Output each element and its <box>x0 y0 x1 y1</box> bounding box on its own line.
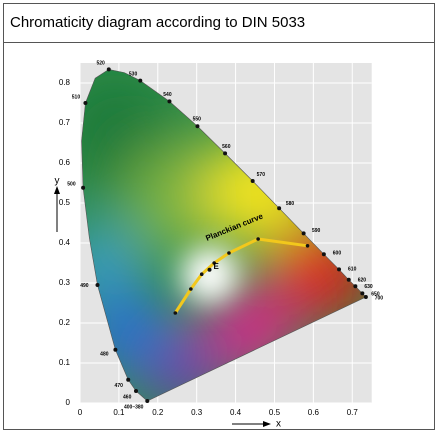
wavelength-label: 490 <box>80 283 89 289</box>
wavelength-label: 540 <box>163 92 172 98</box>
x-tick-label: 0.6 <box>308 408 320 417</box>
locus-point <box>363 295 368 299</box>
x-tick-label: 0.4 <box>230 408 242 417</box>
planckian-point <box>189 287 193 291</box>
y-tick-label: 0.6 <box>59 158 71 167</box>
locus-point <box>113 347 118 352</box>
x-axis-arrowhead <box>263 421 271 427</box>
y-axis-label: y <box>55 176 60 187</box>
planckian-point <box>212 261 216 265</box>
locus-point <box>95 283 100 287</box>
wavelength-label: 520 <box>96 60 105 66</box>
locus-point <box>126 377 131 382</box>
planckian-point <box>227 251 231 255</box>
locus-point <box>134 389 139 393</box>
wavelength-label: 480 <box>100 352 109 358</box>
white-point <box>207 267 212 272</box>
locus-point <box>167 99 172 104</box>
y-axis-arrowhead <box>54 186 60 194</box>
planckian-point <box>199 272 204 277</box>
wavelength-label: 610 <box>348 267 357 273</box>
wavelength-label: 590 <box>312 228 321 234</box>
wavelength-label: 500 <box>67 181 76 187</box>
y-tick-label: 0.4 <box>59 238 71 247</box>
chart-title: Chromaticity diagram according to DIN 50… <box>10 14 305 31</box>
locus-point <box>83 101 88 105</box>
y-tick-label: 0.5 <box>59 198 71 207</box>
locus-point <box>138 78 143 83</box>
wavelength-label: 470 <box>115 383 124 389</box>
wavelength-label: 400–380 <box>124 405 144 411</box>
locus-point <box>250 179 255 183</box>
locus-point <box>106 67 111 72</box>
wavelength-label: 510 <box>72 95 81 101</box>
y-tick-label: 0 <box>66 398 71 407</box>
locus-point <box>277 206 282 211</box>
locus-point <box>353 284 358 289</box>
y-tick-label: 0.8 <box>59 78 71 87</box>
wavelength-label: 700 <box>375 295 384 301</box>
locus-point <box>321 252 326 257</box>
locus-point <box>346 277 351 282</box>
locus-point <box>301 231 306 236</box>
y-tick-label: 0.3 <box>59 278 71 287</box>
x-axis-label: x <box>276 419 281 430</box>
white-point-label: E <box>214 262 220 271</box>
x-tick-label: 0.3 <box>191 408 203 417</box>
x-tick-label: 0.1 <box>113 408 125 417</box>
spectral-locus <box>81 69 367 402</box>
wavelength-label: 580 <box>286 201 295 207</box>
locus-point <box>81 185 86 190</box>
wavelength-label: 650 <box>371 292 380 298</box>
locus-point <box>337 267 342 272</box>
x-tick-label: 0.7 <box>347 408 359 417</box>
wavelength-label: 630 <box>364 284 373 290</box>
wavelength-label: 560 <box>222 144 231 150</box>
wavelength-label: 620 <box>358 278 367 284</box>
x-tick-label: 0 <box>78 408 83 417</box>
planckian-point <box>173 311 178 315</box>
wavelength-label: 600 <box>333 251 342 257</box>
locus-point <box>145 399 150 403</box>
planckian-point <box>256 237 260 241</box>
wavelength-label: 550 <box>193 117 202 123</box>
wavelength-label: 460 <box>123 394 132 400</box>
locus-point <box>195 124 200 129</box>
locus-point <box>223 151 228 156</box>
planckian-point <box>305 244 310 248</box>
wavelength-label: 530 <box>129 71 138 77</box>
x-tick-label: 0.5 <box>269 408 281 417</box>
y-tick-label: 0.1 <box>59 358 71 367</box>
x-tick-label: 0.2 <box>152 408 164 417</box>
y-tick-label: 0.7 <box>59 118 71 127</box>
y-tick-label: 0.2 <box>59 318 71 327</box>
wavelength-label: 570 <box>257 172 266 178</box>
locus-point <box>360 291 365 296</box>
